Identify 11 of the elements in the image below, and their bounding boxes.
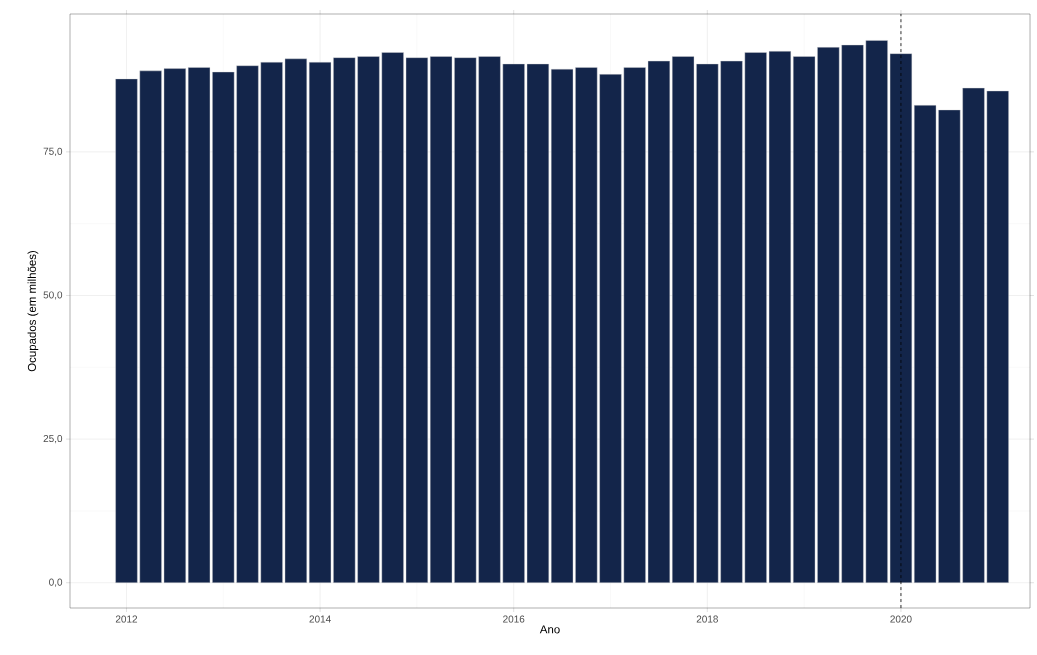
y-tick-label: 25,0 [43, 434, 63, 444]
x-tick-label: 2020 [890, 615, 912, 623]
x-tick-label: 2012 [115, 615, 138, 623]
y-tick-label: 0,0 [49, 578, 63, 587]
x-tick-label: 2014 [309, 615, 331, 623]
x-axis-title: Ano [539, 625, 560, 634]
y-tick-label: 50,0 [43, 291, 63, 300]
y-tick-label: 75,0 [43, 147, 63, 156]
x-tick-label: 2016 [503, 615, 525, 623]
y-axis-title: Ocupados (em milhões) [27, 250, 39, 372]
x-tick-label: 2018 [696, 615, 718, 623]
